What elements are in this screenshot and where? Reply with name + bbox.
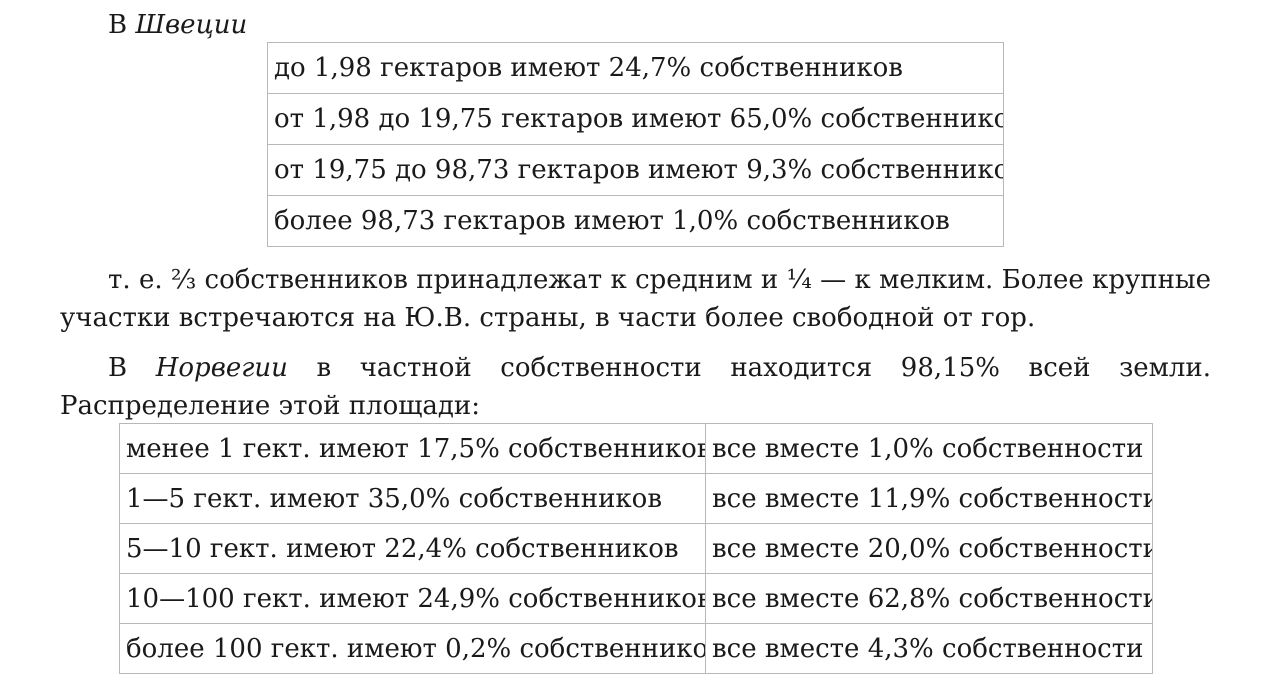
- table-cell: менее 1 гект. имеют 17,5% собственников: [119, 423, 706, 474]
- table-cell: все вместе 1,0% собственности: [705, 423, 1153, 474]
- table-cell: до 1,98 гектаров имеют 24,7% собственник…: [267, 42, 1004, 94]
- table-cell: все вместе 62,8% собственности: [705, 573, 1153, 624]
- table-row: более 100 гект. имеют 0,2% собственников…: [119, 623, 1153, 674]
- table-cell: более 98,73 гектаров имеют 1,0% собствен…: [267, 195, 1004, 247]
- table-cell: от 19,75 до 98,73 гектаров имеют 9,3% со…: [267, 144, 1004, 196]
- table-row: от 19,75 до 98,73 гектаров имеют 9,3% со…: [267, 144, 1004, 196]
- table-cell: 5—10 гект. имеют 22,4% собственников: [119, 523, 706, 574]
- norway-country: Норвегии: [155, 353, 288, 383]
- table-cell: 1—5 гект. имеют 35,0% собственников: [119, 473, 706, 524]
- table-cell: все вместе 20,0% собственности: [705, 523, 1153, 574]
- sweden-prefix: В: [108, 10, 136, 40]
- table-row: 5—10 гект. имеют 22,4% собственников все…: [119, 523, 1153, 574]
- table-row: до 1,98 гектаров имеют 24,7% собственник…: [267, 42, 1004, 94]
- table-cell: 10—100 гект. имеют 24,9% собственников: [119, 573, 706, 624]
- table-cell: все вместе 11,9% собственности: [705, 473, 1153, 524]
- sweden-country: Швеции: [135, 10, 248, 40]
- sweden-heading: В Швеции: [60, 6, 1211, 44]
- table-row: 1—5 гект. имеют 35,0% собственников все …: [119, 473, 1153, 524]
- norway-table: менее 1 гект. имеют 17,5% собственников …: [119, 423, 1153, 674]
- paragraph-norway-intro: В Норвегии в частной собственности наход…: [60, 349, 1211, 425]
- table-row: 10—100 гект. имеют 24,9% собственников в…: [119, 573, 1153, 624]
- table-cell: более 100 гект. имеют 0,2% собственников: [119, 623, 706, 674]
- norway-text: в частной собственности находится 98,15%…: [60, 353, 1211, 421]
- table-row: менее 1 гект. имеют 17,5% собственников …: [119, 423, 1153, 474]
- table-row: более 98,73 гектаров имеют 1,0% собствен…: [267, 195, 1004, 247]
- norway-prefix: В: [108, 353, 156, 383]
- sweden-table: до 1,98 гектаров имеют 24,7% собственник…: [267, 42, 1004, 247]
- table-row: от 1,98 до 19,75 гектаров имеют 65,0% со…: [267, 93, 1004, 145]
- table-cell: от 1,98 до 19,75 гектаров имеют 65,0% со…: [267, 93, 1004, 145]
- paragraph-sweden-summary: т. е. ⅔ собственников принадлежат к сред…: [60, 265, 1211, 333]
- table-cell: все вместе 4,3% собственности: [705, 623, 1153, 674]
